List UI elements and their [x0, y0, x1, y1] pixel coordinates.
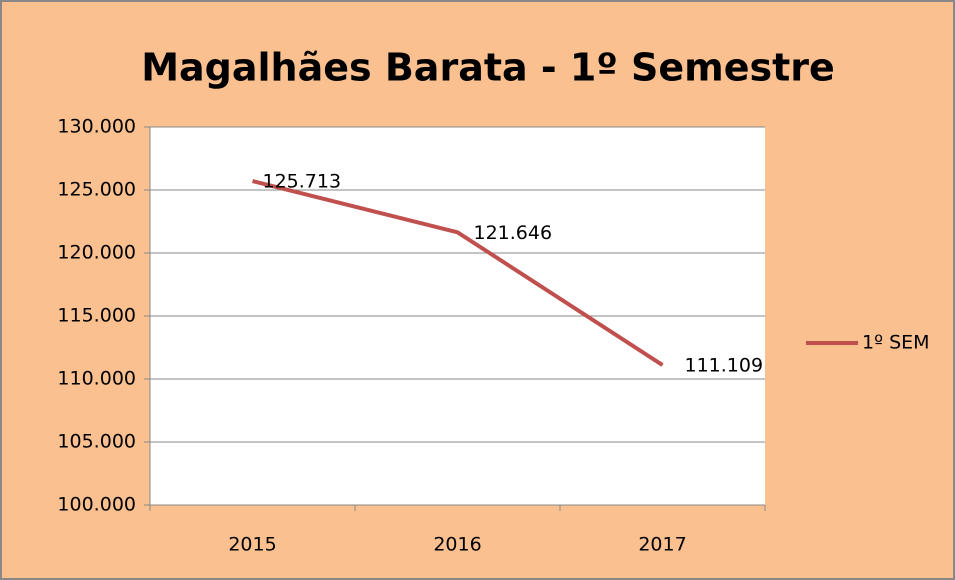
x-tick-label: 2017 — [638, 534, 686, 556]
x-tick-label: 2016 — [433, 534, 481, 556]
y-tick-label: 100.000 — [57, 494, 136, 516]
y-tick-label: 125.000 — [57, 179, 136, 201]
y-tick-label: 110.000 — [57, 368, 136, 390]
x-tick-label: 2015 — [228, 534, 276, 556]
y-tick-label: 130.000 — [57, 116, 136, 138]
data-label: 121.646 — [474, 222, 553, 244]
y-tick-label: 120.000 — [57, 242, 136, 264]
y-tick-label: 105.000 — [57, 431, 136, 453]
series-line — [252, 179, 664, 367]
legend-label: 1º SEM — [862, 332, 930, 354]
data-label: 125.713 — [263, 171, 342, 193]
y-tick-label: 115.000 — [57, 305, 136, 327]
chart-title: Magalhães Barata - 1º Semestre — [141, 46, 835, 90]
data-label: 111.109 — [685, 355, 764, 377]
